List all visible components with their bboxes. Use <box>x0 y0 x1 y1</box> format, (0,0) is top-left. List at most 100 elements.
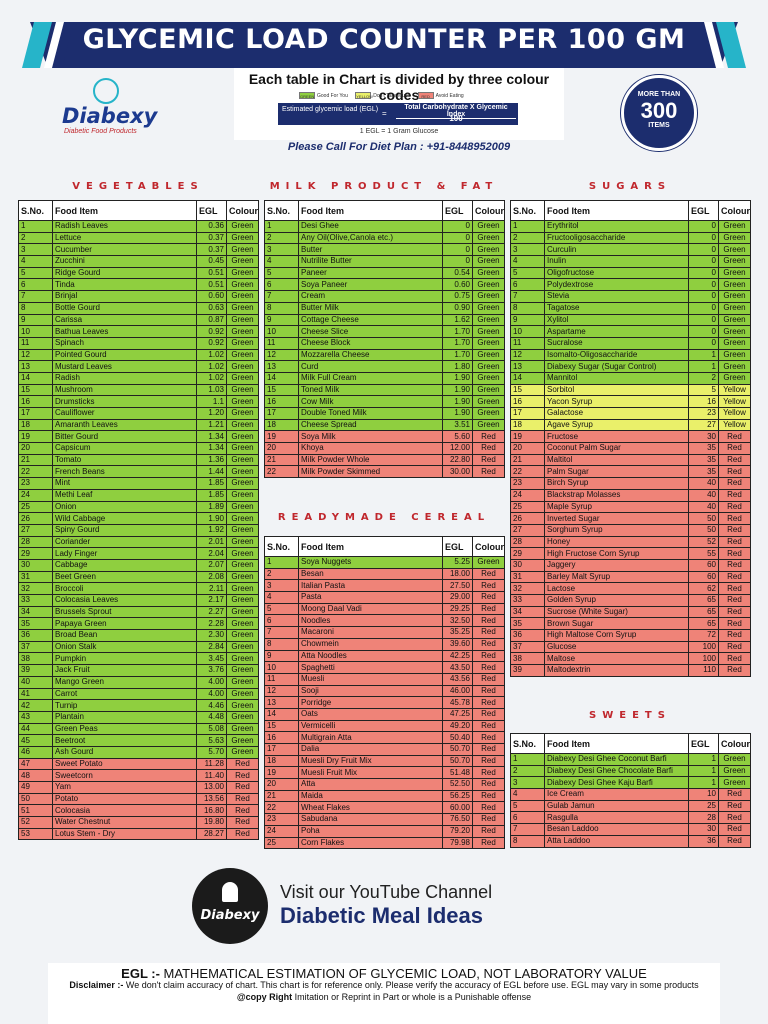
table-row: 12 Sooji 46.00 Red <box>264 684 505 698</box>
row-sno: 28 <box>18 535 53 549</box>
row-colour: Red <box>472 789 505 803</box>
row-food-item: Agave Syrup <box>544 418 689 432</box>
row-egl: 10 <box>688 788 719 801</box>
row-colour: Red <box>226 769 259 782</box>
row-sno: 6 <box>510 811 545 825</box>
row-egl: 2.07 <box>196 558 227 572</box>
row-sno: 22 <box>510 465 545 479</box>
row-colour: Red <box>226 804 259 818</box>
table-row: 40 Mango Green 4.00 Green <box>18 675 259 689</box>
table-row: 6 Noodles 32.50 Red <box>264 614 505 628</box>
disclaimer-text: We don't claim accuracy of chart. This c… <box>123 980 699 990</box>
table-row: 43 Plantain 4.48 Green <box>18 710 259 724</box>
table-row: 23 Sabudana 76.50 Red <box>264 813 505 826</box>
row-egl: 100 <box>688 652 719 666</box>
row-colour: Green <box>718 348 751 362</box>
row-sno: 8 <box>264 637 299 651</box>
row-egl: 0.51 <box>196 266 227 280</box>
row-sno: 35 <box>18 617 53 631</box>
row-colour: Green <box>472 266 505 280</box>
row-colour: Green <box>472 371 505 385</box>
row-colour: Green <box>472 313 505 327</box>
row-egl: 0.87 <box>196 313 227 327</box>
row-sno: 17 <box>18 407 53 420</box>
row-colour: Green <box>226 675 259 689</box>
row-food-item: Diabexy Desi Ghee Kaju Barfi <box>544 776 689 790</box>
row-colour: Red <box>226 781 259 794</box>
row-egl: 52.50 <box>442 778 473 791</box>
row-food-item: Cow Milk <box>298 395 443 408</box>
row-food-item: Brown Sugar <box>544 617 689 631</box>
row-food-item: Sorghum Syrup <box>544 523 689 537</box>
row-sno: 3 <box>510 776 545 790</box>
row-colour: Green <box>472 556 505 569</box>
row-colour: Red <box>226 816 259 829</box>
row-egl: 1 <box>688 764 719 778</box>
row-colour: Green <box>718 360 751 373</box>
table-row: 2 Besan 18.00 Red <box>264 567 505 581</box>
row-colour: Red <box>472 591 505 604</box>
table-row: 28 Honey 52 Red <box>510 535 751 549</box>
row-sno: 47 <box>18 757 53 771</box>
row-sno: 3 <box>264 243 299 257</box>
row-egl: 5.60 <box>442 430 473 444</box>
row-sno: 11 <box>264 672 299 686</box>
row-food-item: Cauliflower <box>52 407 197 420</box>
table-row: 3 Cucumber 0.37 Green <box>18 243 259 257</box>
row-egl: 0 <box>688 301 719 315</box>
row-egl: 0.60 <box>196 290 227 303</box>
table-row: 46 Ash Gourd 5.70 Green <box>18 745 259 759</box>
row-egl: 43.50 <box>442 661 473 674</box>
row-sno: 43 <box>18 710 53 724</box>
row-food-item: Lady Finger <box>52 547 197 560</box>
row-colour: Green <box>472 418 505 432</box>
row-sno: 16 <box>510 395 545 408</box>
header-food: Food Item <box>544 200 689 221</box>
row-colour: Red <box>226 757 259 771</box>
row-food-item: Soya Milk <box>298 430 443 444</box>
table-row: 19 Soya Milk 5.60 Red <box>264 430 505 444</box>
youtube-channel-name[interactable]: Diabetic Meal Ideas <box>280 903 483 928</box>
row-egl: 50.40 <box>442 731 473 744</box>
table-row: 4 Inulin 0 Green <box>510 255 751 268</box>
table-row: 6 Polydextrose 0 Green <box>510 278 751 292</box>
row-egl: 0.37 <box>196 243 227 257</box>
row-egl: 1 <box>688 753 719 766</box>
row-egl: 76.50 <box>442 813 473 826</box>
row-food-item: Chowmein <box>298 637 443 651</box>
row-food-item: Green Peas <box>52 722 197 736</box>
row-food-item: Porridge <box>298 696 443 709</box>
table-row: 1 Desi Ghee 0 Green <box>264 220 505 233</box>
row-sno: 41 <box>18 687 53 701</box>
row-colour: Green <box>472 360 505 373</box>
row-food-item: Sabudana <box>298 813 443 826</box>
row-food-item: Beetroot <box>52 734 197 747</box>
row-egl: 52 <box>688 535 719 549</box>
row-sno: 14 <box>264 707 299 721</box>
row-egl: 22.80 <box>442 453 473 467</box>
row-colour: Red <box>472 661 505 674</box>
row-food-item: Water Chestnut <box>52 816 197 829</box>
egl-label: EGL :- <box>121 966 160 981</box>
row-colour: Red <box>472 719 505 733</box>
row-colour: Red <box>472 754 505 768</box>
row-egl: 0.51 <box>196 278 227 292</box>
row-sno: 7 <box>264 290 299 303</box>
row-food-item: Muesli Fruit Mix <box>298 766 443 780</box>
row-sno: 2 <box>264 567 299 581</box>
row-egl: 35 <box>688 442 719 455</box>
row-food-item: Bitter Gourd <box>52 430 197 444</box>
row-egl: 0.75 <box>442 290 473 303</box>
row-colour: Red <box>718 617 751 631</box>
table-row: 11 Spinach 0.92 Green <box>18 336 259 350</box>
row-sno: 13 <box>18 360 53 373</box>
row-colour: Green <box>718 220 751 233</box>
row-sno: 44 <box>18 722 53 736</box>
table-row: 13 Curd 1.80 Green <box>264 360 505 373</box>
table-row: 37 Onion Stalk 2.84 Green <box>18 640 259 654</box>
row-colour: Green <box>226 594 259 607</box>
row-sno: 33 <box>18 594 53 607</box>
row-food-item: Brinjal <box>52 290 197 303</box>
header-sno: S.No. <box>510 733 545 754</box>
youtube-channel-logo[interactable]: Diabexy <box>192 868 268 944</box>
